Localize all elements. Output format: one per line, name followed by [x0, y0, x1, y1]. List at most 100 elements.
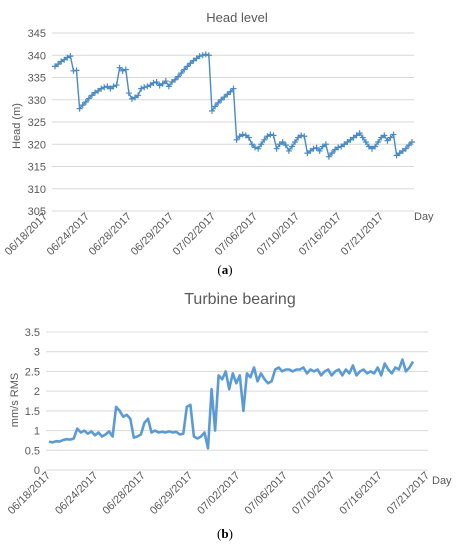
y-tick-label: 1 [34, 426, 40, 438]
data-point [85, 95, 92, 102]
data-point [79, 102, 86, 109]
data-point [221, 94, 228, 101]
x-tick-label: 07/06/2017 [243, 470, 290, 517]
data-point [55, 61, 62, 68]
data-point [104, 83, 111, 90]
data-point [107, 85, 114, 92]
x-tick-label: 07/10/2017 [255, 211, 302, 258]
data-point [202, 51, 209, 58]
y-tick-label: 305 [28, 206, 46, 218]
data-point [88, 92, 95, 99]
data-point [190, 57, 197, 64]
data-point [387, 134, 394, 141]
data-point [193, 55, 200, 62]
x-tick-label: 06/29/2017 [148, 470, 195, 517]
data-point [52, 63, 58, 70]
x-tick-label: 07/16/2017 [297, 211, 344, 258]
data-point [138, 85, 145, 92]
y-tick-label: 310 [28, 184, 46, 196]
data-point [356, 130, 363, 137]
data-point [178, 70, 185, 77]
data-point [196, 53, 203, 60]
data-point [110, 83, 117, 90]
data-point [162, 78, 169, 85]
data-point [227, 88, 234, 95]
x-tick-label: 06/18/2017 [6, 470, 53, 517]
y-tick-label: 3.5 [25, 327, 40, 339]
data-point [384, 137, 391, 144]
data-point [273, 145, 280, 152]
data-point [76, 105, 83, 112]
y-tick-label: 345 [28, 28, 46, 40]
data-point [335, 144, 342, 151]
data-point [205, 52, 212, 59]
data-point [393, 152, 400, 159]
data-point [132, 94, 139, 101]
data-point [230, 85, 237, 92]
data-point [325, 153, 332, 160]
data-point [332, 146, 339, 153]
data-point [350, 134, 357, 141]
data-point [390, 131, 397, 138]
y-tick-label: 315 [28, 162, 46, 174]
data-point [116, 64, 123, 71]
head-day-label: Day [414, 211, 434, 223]
data-point [58, 58, 65, 65]
data-point [270, 132, 277, 139]
data-point [187, 60, 194, 67]
data-point [316, 147, 323, 154]
data-point [353, 132, 360, 139]
head-level-chart: Head level Head (m) 305 310 315 320 325 330 33… [3, 10, 434, 277]
data-point [141, 84, 148, 91]
caption-b: (b) [217, 526, 233, 541]
y-tick-label: 330 [28, 95, 46, 107]
x-tick-label: 06/28/2017 [100, 470, 147, 517]
x-tick-label: 06/24/2017 [45, 211, 92, 258]
data-point [258, 141, 265, 148]
y-tick-label: 2.5 [25, 366, 40, 378]
data-point [64, 54, 71, 61]
data-point [307, 147, 314, 154]
data-point [95, 87, 102, 94]
data-point [172, 76, 179, 83]
data-point [319, 143, 326, 150]
series-line [48, 358, 415, 450]
data-point [73, 67, 80, 74]
data-point [368, 145, 375, 152]
data-point [245, 134, 252, 141]
data-point [119, 67, 126, 74]
data-point [396, 150, 403, 157]
data-point [236, 133, 243, 140]
x-tick-label: 07/21/2017 [339, 211, 386, 258]
data-point [261, 136, 268, 143]
bearing-axis-label: mm/s RMS [9, 373, 21, 427]
data-point [153, 78, 160, 85]
data-point [267, 131, 274, 138]
data-point [304, 150, 311, 157]
data-point [144, 83, 151, 90]
data-point [212, 103, 219, 110]
data-point [372, 143, 379, 150]
data-point [218, 96, 225, 103]
x-tick-label: 06/29/2017 [129, 211, 176, 258]
y-tick-label: 0.5 [25, 445, 40, 457]
data-point [98, 85, 105, 92]
data-point [125, 90, 132, 97]
data-point [165, 83, 172, 90]
data-point [381, 132, 388, 139]
data-point [292, 139, 299, 146]
x-tick-label: 07/21/2017 [385, 470, 432, 517]
data-point [365, 143, 372, 150]
series-line [54, 53, 413, 158]
data-point [276, 141, 283, 148]
data-point [409, 139, 415, 146]
data-point [295, 134, 302, 141]
data-point [101, 84, 108, 91]
data-point [159, 80, 166, 87]
data-point [156, 82, 163, 89]
data-point [113, 82, 120, 89]
y-tick-label: 1.5 [25, 406, 40, 418]
data-point [282, 142, 289, 149]
data-point [328, 150, 335, 157]
